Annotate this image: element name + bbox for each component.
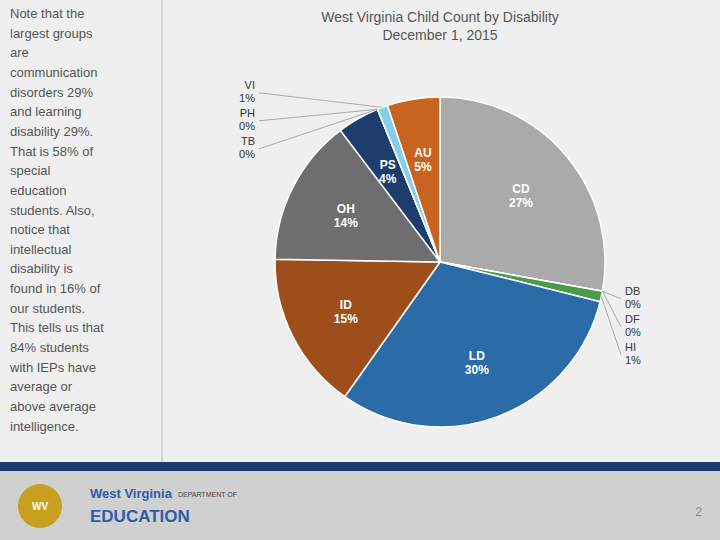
title: December 1, 2015 <box>382 27 497 43</box>
footer-background <box>0 462 720 540</box>
labels: CD27%LD30%ID15%OH14%PS4%AU5%DB0%DF0%HI1%… <box>239 79 641 377</box>
sidebar-text: notice that <box>10 222 70 237</box>
sidebar-text: largest groups <box>10 26 93 41</box>
sidebar-text: and learning <box>10 104 82 119</box>
value-label: 0% <box>625 326 641 338</box>
page-number: 2 <box>695 505 702 519</box>
footer-text: DEPARTMENT OF <box>178 491 237 498</box>
sidebar-text: education <box>10 183 66 198</box>
sidebar-text: communication <box>10 65 97 80</box>
sidebar: Note that the largest groups are communicat… <box>9 6 104 434</box>
sidebar-text: with IEPs have <box>9 360 96 375</box>
value-label: 4% <box>379 172 397 186</box>
sidebar-text: average or <box>10 379 73 394</box>
sidebar-text: This tells us that <box>10 320 104 335</box>
slice-label: PS <box>380 158 396 172</box>
slice-label: CD <box>512 182 530 196</box>
sidebar-text: disorders 29% <box>10 85 94 100</box>
leader-line <box>259 109 377 148</box>
divider <box>162 0 163 462</box>
value-label: 5% <box>414 160 432 174</box>
value-label: 0% <box>239 148 255 160</box>
leader-line <box>259 93 382 108</box>
seal-text: WV <box>32 501 48 512</box>
sidebar-text: intellectual <box>10 242 72 257</box>
value-label: 30% <box>465 363 489 377</box>
footer: WV West Virginia DEPARTMENT OF EDUCATION 2 <box>0 462 720 540</box>
sidebar-text: above average <box>10 399 96 414</box>
value-label: 1% <box>239 92 255 104</box>
sidebar-text: Note that the <box>10 6 84 21</box>
sidebar-text: 84% students <box>10 340 89 355</box>
slice-label: LD <box>469 349 485 363</box>
slice-label: HI <box>625 341 636 353</box>
leader-line <box>602 291 621 299</box>
slice-label: VI <box>245 79 255 91</box>
value-label: 0% <box>625 298 641 310</box>
value-label: 27% <box>509 196 533 210</box>
footer-bar <box>0 462 720 471</box>
slice-label: AU <box>414 146 431 160</box>
pie-slice <box>275 259 440 396</box>
sidebar-text: intelligence. <box>10 419 79 434</box>
sidebar-text: special <box>10 163 51 178</box>
title: West Virginia Child Count by Disability <box>321 9 559 25</box>
value-label: 1% <box>625 354 641 366</box>
sidebar-text: disability is <box>10 261 73 276</box>
background <box>0 0 720 540</box>
sidebar-text: are <box>10 45 29 60</box>
slice-label: OH <box>337 202 355 216</box>
sidebar-text: our students. <box>10 301 85 316</box>
slice-label: ID <box>340 298 352 312</box>
pie <box>275 97 605 427</box>
slice-label: DF <box>625 313 640 325</box>
footer-text: EDUCATION <box>90 507 190 526</box>
footer-text: West Virginia <box>90 486 173 501</box>
slice-label: DB <box>625 285 640 297</box>
sidebar-text: disability 29%. <box>10 124 93 139</box>
chart: Note that the largest groups are communicat… <box>0 0 720 540</box>
slice-label: TB <box>241 135 255 147</box>
sidebar-text: That is 58% of <box>10 144 93 159</box>
value-label: 0% <box>239 120 255 132</box>
leader-line <box>601 296 621 354</box>
sidebar-text: found in 16% of <box>10 281 101 296</box>
value-label: 14% <box>334 216 358 230</box>
slice-label: PH <box>240 107 255 119</box>
value-label: 15% <box>334 312 358 326</box>
sidebar-text: students. Also, <box>10 203 95 218</box>
pie-slice <box>440 97 605 291</box>
seal <box>18 484 62 528</box>
